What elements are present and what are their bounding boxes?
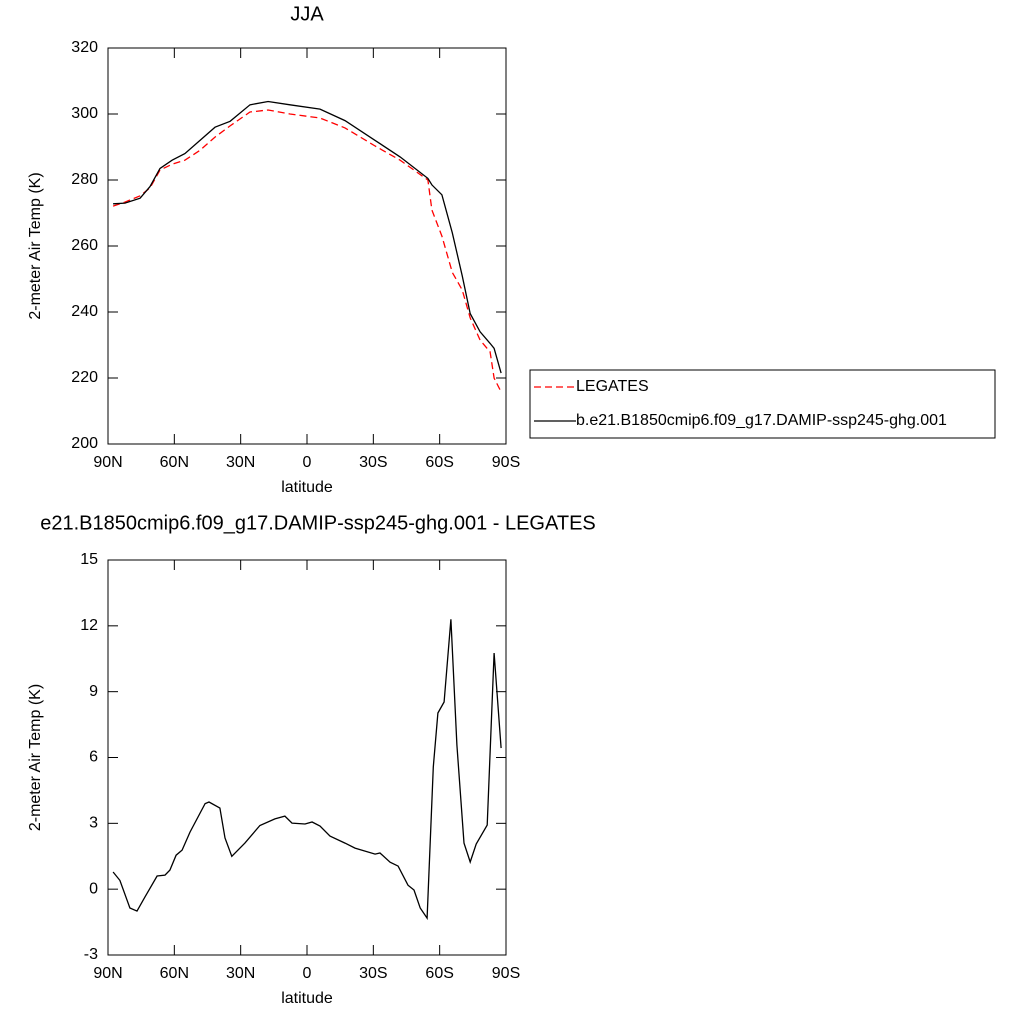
- data-line: [113, 100, 502, 374]
- y-tick-label: 6: [89, 749, 98, 766]
- x-tick-label: 30S: [359, 965, 387, 982]
- x-tick-label: 60S: [425, 965, 453, 982]
- y-tick-label: 320: [71, 39, 98, 56]
- y-tick-label: 3: [89, 815, 98, 832]
- x-tick-label: 60S: [425, 454, 453, 471]
- data-line: [112, 619, 502, 921]
- x-tick-label: 0: [303, 454, 312, 471]
- x-axis-label: latitude: [281, 479, 333, 496]
- y-tick-label: 9: [89, 683, 98, 700]
- y-tick-label: 0: [89, 880, 98, 897]
- plot-frame: [107, 559, 507, 956]
- y-tick-label: 12: [80, 617, 98, 634]
- x-tick-label: 90N: [93, 454, 122, 471]
- y-axis-label: 2-meter Air Temp (K): [27, 172, 44, 319]
- x-tick-label: 60N: [160, 454, 189, 471]
- x-tick-label: 90S: [492, 454, 520, 471]
- y-tick-label: 240: [71, 303, 98, 320]
- y-axis-label: 2-meter Air Temp (K): [27, 684, 44, 831]
- y-tick-label: 280: [71, 171, 98, 188]
- legend-label: LEGATES: [576, 378, 649, 395]
- x-tick-label: 90N: [93, 965, 122, 982]
- x-tick-label: 30N: [226, 965, 255, 982]
- x-tick-label: 0: [303, 965, 312, 982]
- legend-box: [529, 369, 996, 439]
- chart-title: e21.B1850cmip6.f09_g17.DAMIP-ssp245-ghg.…: [40, 512, 596, 534]
- legend-label: b.e21.B1850cmip6.f09_g17.DAMIP-ssp245-gh…: [576, 412, 947, 429]
- y-tick-label: 300: [71, 105, 98, 122]
- x-axis-label: latitude: [281, 990, 333, 1007]
- y-tick-label: 260: [71, 237, 98, 254]
- x-tick-label: 60N: [160, 965, 189, 982]
- y-tick-label: 220: [71, 369, 98, 386]
- chart-title: JJA: [290, 3, 324, 25]
- y-tick-label: -3: [84, 946, 98, 963]
- x-tick-label: 90S: [492, 965, 520, 982]
- x-tick-label: 30S: [359, 454, 387, 471]
- x-tick-label: 30N: [226, 454, 255, 471]
- y-tick-label: 200: [71, 435, 98, 452]
- data-line: [112, 109, 502, 393]
- y-tick-label: 15: [80, 551, 98, 568]
